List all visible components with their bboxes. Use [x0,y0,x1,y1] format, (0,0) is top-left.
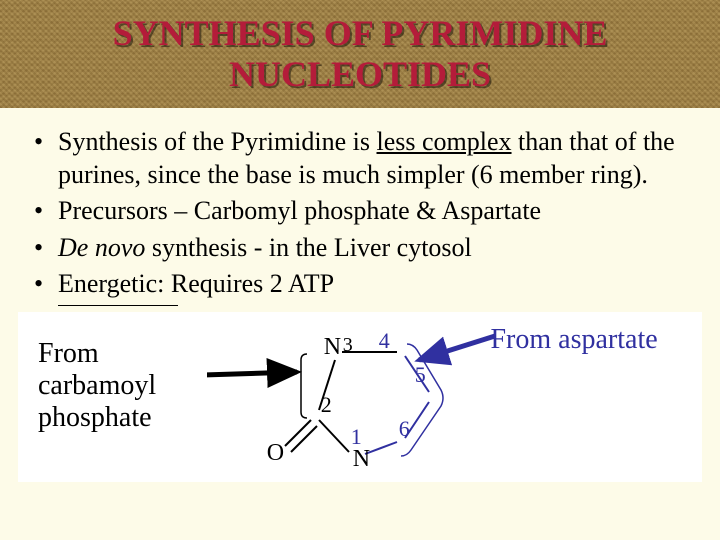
bullet-3-italic: De novo [58,233,145,262]
bullet-2: Precursors – Carbomyl phosphate & Aspart… [28,195,692,228]
bullet-list: Synthesis of the Pyrimidine is less comp… [28,126,692,301]
atom-n1: N [353,446,370,473]
bullet-1-text-a: Synthesis of the Pyrimidine is [58,127,377,156]
pos-5: 5 [415,362,426,388]
title-banner: SYNTHESIS OF PYRIMIDINE NUCLEOTIDES [0,0,720,108]
bullet-3: De novo synthesis - in the Liver cytosol [28,232,692,265]
slide-title: SYNTHESIS OF PYRIMIDINE NUCLEOTIDES [0,13,720,96]
bullet-2-text-a: Precursors – [58,196,194,225]
bullet-4: Energetic: Requires 2 ATP [28,268,692,301]
pos-3: 3 [343,334,353,357]
bullet-2-bold: Carbomyl phosphate & Aspartate [194,196,541,225]
pos-6: 6 [399,416,410,442]
left-source-label: From carbamoyl phosphate [38,320,201,435]
bullet-4-text: Energetic: Requires 2 ATP [58,269,334,298]
bullet-1: Synthesis of the Pyrimidine is less comp… [28,126,692,191]
pos-4: 4 [379,328,390,354]
structure-diagram: From carbamoyl phosphate [18,312,702,482]
pos-2: 2 [321,392,332,418]
right-source-label: From aspartate [490,320,682,356]
underline-rule [58,305,178,306]
bullet-3-text-b: synthesis - in the Liver cytosol [145,233,471,262]
atom-o: O [267,440,284,467]
bullet-1-underline: less complex [377,127,512,156]
atom-n3: N [324,334,341,361]
content-area: Synthesis of the Pyrimidine is less comp… [0,108,720,306]
pyrimidine-ring: N 3 4 5 6 2 1 N O [207,320,485,480]
